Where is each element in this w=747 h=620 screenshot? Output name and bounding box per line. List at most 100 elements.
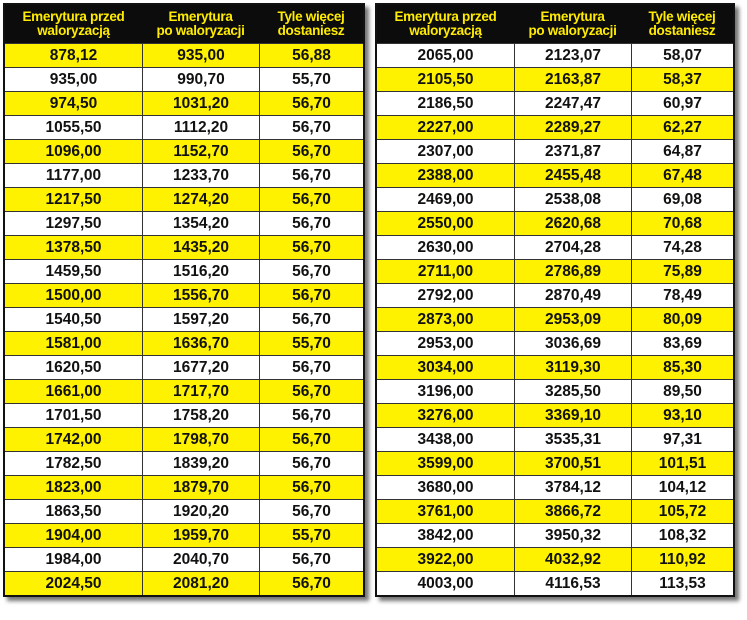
cell-pension-after: 935,00 (142, 44, 259, 67)
cell-pension-after: 3950,32 (514, 524, 631, 547)
cell-pension-after: 1959,70 (142, 524, 259, 547)
cell-increase: 93,10 (631, 404, 733, 427)
cell-pension-before: 3842,00 (417, 527, 474, 544)
table-row: 2792,00 2870,49 78,49 (377, 283, 733, 307)
table-row: 1701,50 1758,20 56,70 (5, 403, 363, 427)
cell-pension-before: 1661,00 (45, 383, 102, 400)
table-row: 1782,50 1839,20 56,70 (5, 451, 363, 475)
table-row: 1055,50 1112,20 56,70 (5, 115, 363, 139)
table-row: 1904,00 1959,70 55,70 (5, 523, 363, 547)
cell-increase: 74,28 (631, 236, 733, 259)
cell-pension-after: 1233,70 (142, 164, 259, 187)
table-row: 1217,50 1274,20 56,70 (5, 187, 363, 211)
table-row: 1742,00 1798,70 56,70 (5, 427, 363, 451)
table-row: 1863,50 1920,20 56,70 (5, 499, 363, 523)
cell-increase: 110,92 (631, 548, 733, 571)
cell-pension-before: 3922,00 (417, 551, 474, 568)
cell-pension-after: 3535,31 (514, 428, 631, 451)
cell-increase: 56,70 (259, 356, 363, 379)
cell-pension-after: 1636,70 (142, 332, 259, 355)
cell-pension-after: 990,70 (142, 68, 259, 91)
cell-pension-after: 1839,20 (142, 452, 259, 475)
table-row: 2388,00 2455,48 67,48 (377, 163, 733, 187)
table-row: 1661,00 1717,70 56,70 (5, 379, 363, 403)
cell-increase: 55,70 (259, 524, 363, 547)
cell-pension-after: 3700,51 (514, 452, 631, 475)
cell-pension-after: 2081,20 (142, 572, 259, 595)
cell-increase: 56,70 (259, 164, 363, 187)
cell-pension-after: 3119,30 (514, 356, 631, 379)
cell-increase: 104,12 (631, 476, 733, 499)
cell-pension-after: 2704,28 (514, 236, 631, 259)
cell-increase: 56,70 (259, 380, 363, 403)
cell-pension-after: 2289,27 (514, 116, 631, 139)
cell-pension-before: 2065,00 (417, 47, 474, 64)
cell-increase: 89,50 (631, 380, 733, 403)
cell-pension-before: 4003,00 (417, 575, 474, 592)
cell-pension-after: 1717,70 (142, 380, 259, 403)
table-row: 2065,00 2123,07 58,07 (377, 43, 733, 67)
cell-pension-after: 2040,70 (142, 548, 259, 571)
cell-pension-before: 2105,50 (417, 71, 474, 88)
cell-pension-before: 3196,00 (417, 383, 474, 400)
cell-pension-before: 2227,00 (417, 119, 474, 136)
table-row: 2105,50 2163,87 58,37 (377, 67, 733, 91)
cell-pension-before: 2186,50 (417, 95, 474, 112)
table-row: 1823,00 1879,70 56,70 (5, 475, 363, 499)
cell-increase: 113,53 (631, 572, 733, 595)
cell-pension-before: 1742,00 (45, 431, 102, 448)
cell-increase: 97,31 (631, 428, 733, 451)
table-row: 1297,50 1354,20 56,70 (5, 211, 363, 235)
cell-pension-before: 3761,00 (417, 503, 474, 520)
table-row: 4003,00 4116,53 113,53 (377, 571, 733, 595)
column-header-pension-before: Emerytura przed waloryzacją (22, 9, 125, 38)
cell-increase: 56,70 (259, 404, 363, 427)
cell-increase: 55,70 (259, 68, 363, 91)
cell-pension-after: 2786,89 (514, 260, 631, 283)
cell-pension-before: 1904,00 (45, 527, 102, 544)
cell-increase: 62,27 (631, 116, 733, 139)
cell-pension-before: 1863,50 (45, 503, 102, 520)
table-row: 3034,00 3119,30 85,30 (377, 355, 733, 379)
table-row: 1096,00 1152,70 56,70 (5, 139, 363, 163)
cell-pension-before: 1378,50 (45, 239, 102, 256)
table-row: 3922,00 4032,92 110,92 (377, 547, 733, 571)
cell-pension-before: 3276,00 (417, 407, 474, 424)
cell-pension-before: 1096,00 (45, 143, 102, 160)
cell-pension-after: 1354,20 (142, 212, 259, 235)
table-row: 2186,50 2247,47 60,97 (377, 91, 733, 115)
cell-pension-before: 3438,00 (417, 431, 474, 448)
cell-increase: 108,32 (631, 524, 733, 547)
cell-pension-before: 2711,00 (417, 263, 474, 280)
cell-pension-after: 1597,20 (142, 308, 259, 331)
cell-pension-before: 1620,50 (45, 359, 102, 376)
table-row: 3842,00 3950,32 108,32 (377, 523, 733, 547)
cell-pension-before: 3034,00 (417, 359, 474, 376)
table-row: 935,00 990,70 55,70 (5, 67, 363, 91)
cell-pension-before: 1823,00 (45, 479, 102, 496)
table-row: 2550,00 2620,68 70,68 (377, 211, 733, 235)
cell-pension-before: 2792,00 (417, 287, 474, 304)
table-row: 3599,00 3700,51 101,51 (377, 451, 733, 475)
cell-pension-before: 2550,00 (417, 215, 474, 232)
table-row: 974,50 1031,20 56,70 (5, 91, 363, 115)
cell-pension-after: 2953,09 (514, 308, 631, 331)
cell-pension-before: 1177,00 (45, 167, 102, 184)
cell-pension-after: 1879,70 (142, 476, 259, 499)
cell-pension-after: 2247,47 (514, 92, 631, 115)
table-row: 3680,00 3784,12 104,12 (377, 475, 733, 499)
table-row: 2873,00 2953,09 80,09 (377, 307, 733, 331)
cell-pension-after: 1152,70 (142, 140, 259, 163)
cell-pension-after: 1274,20 (142, 188, 259, 211)
cell-increase: 78,49 (631, 284, 733, 307)
cell-increase: 56,70 (259, 140, 363, 163)
cell-pension-before: 1297,50 (45, 215, 102, 232)
cell-increase: 101,51 (631, 452, 733, 475)
table-header: Emerytura przed waloryzacją Emerytura po … (5, 5, 363, 43)
cell-increase: 56,70 (259, 548, 363, 571)
table-row: 3438,00 3535,31 97,31 (377, 427, 733, 451)
cell-pension-after: 1677,20 (142, 356, 259, 379)
cell-pension-after: 2163,87 (514, 68, 631, 91)
cell-increase: 80,09 (631, 308, 733, 331)
cell-increase: 56,70 (259, 452, 363, 475)
